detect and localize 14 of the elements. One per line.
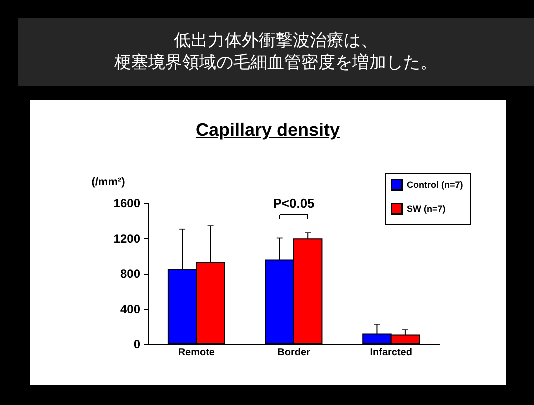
y-tick-label: 400 — [120, 302, 141, 316]
y-tick-label: 1600 — [114, 196, 141, 210]
y-tick-label: 800 — [120, 267, 141, 281]
legend-label: Control (n=7) — [407, 180, 464, 190]
legend-label: SW (n=7) — [407, 204, 446, 214]
annotation: P<0.05 — [273, 196, 315, 211]
y-axis-title: (/mm²) — [92, 176, 126, 188]
x-tick-label: Infarcted — [370, 348, 412, 358]
x-tick-label: Border — [278, 348, 310, 358]
chart-title: 低出力体外衝撃波治療は、梗塞境界領域の毛細血管密度を増加した。 — [114, 30, 438, 74]
x-tick-label: Remote — [178, 348, 216, 358]
y-tick-label: 0 — [134, 338, 141, 352]
y-tick-label: 1200 — [114, 232, 141, 246]
chart-subtitle: Capillary density — [194, 120, 342, 141]
